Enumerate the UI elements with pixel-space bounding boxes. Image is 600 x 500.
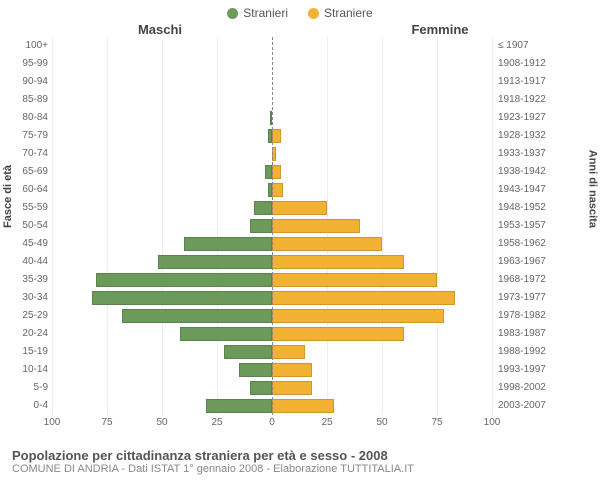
bar-female [272,381,312,395]
age-label: 65-69 [10,163,48,181]
age-label: 100+ [10,37,48,55]
x-tick: 0 [269,417,275,428]
birth-year-label: 1928-1932 [498,127,590,145]
header-female: Femmine [330,22,590,37]
age-label: 75-79 [10,127,48,145]
bar-male [254,201,272,215]
header-male: Maschi [10,22,270,37]
birth-year-label: 1998-2002 [498,379,590,397]
birth-year-label: 1978-1982 [498,307,590,325]
x-axis: 1007550250255075100 [52,415,492,433]
bar-female [272,255,404,269]
caption-title: Popolazione per cittadinanza straniera p… [12,448,588,463]
bar-female [272,291,455,305]
birth-year-label: 1953-1957 [498,217,590,235]
bar-female [272,219,360,233]
caption-subtitle: COMUNE DI ANDRIA - Dati ISTAT 1° gennaio… [12,463,588,475]
legend-swatch-male [227,8,238,19]
x-tick: 50 [156,417,167,428]
bar-male [239,363,272,377]
age-label: 80-84 [10,109,48,127]
bar-male [92,291,272,305]
birth-year-label: 1918-1922 [498,91,590,109]
chart: Fasce di età Anni di nascita Maschi Femm… [10,22,590,442]
age-label: 20-24 [10,325,48,343]
bar-female [272,309,444,323]
bar-male [184,237,272,251]
age-label: 85-89 [10,91,48,109]
birth-year-label: 1993-1997 [498,361,590,379]
bars-zone [52,37,492,415]
birth-year-label: 1973-1977 [498,289,590,307]
age-label: 95-99 [10,55,48,73]
birth-year-label: 1923-1927 [498,109,590,127]
birth-year-label: 1988-1992 [498,343,590,361]
age-label: 35-39 [10,271,48,289]
birth-year-label: 1968-1972 [498,271,590,289]
age-label: 55-59 [10,199,48,217]
birth-year-label: ≤ 1907 [498,37,590,55]
legend-item-female: Straniere [308,6,373,20]
bar-male [180,327,272,341]
birth-year-label: 1963-1967 [498,253,590,271]
plot-area: 100+95-9990-9485-8980-8475-7970-7465-696… [10,37,590,415]
legend-item-male: Stranieri [227,6,288,20]
bar-male [250,219,272,233]
bar-female [272,201,327,215]
x-tick: 100 [484,417,501,428]
bar-female [272,399,334,413]
bar-male [122,309,272,323]
x-tick: 50 [376,417,387,428]
age-label: 90-94 [10,73,48,91]
x-tick: 25 [321,417,332,428]
bar-male [206,399,272,413]
legend-label-female: Straniere [324,6,373,20]
age-label: 30-34 [10,289,48,307]
birth-year-label: 1933-1937 [498,145,590,163]
y-axis-birth: ≤ 19071908-19121913-19171918-19221923-19… [492,37,590,415]
age-label: 40-44 [10,253,48,271]
bar-female [272,165,281,179]
age-label: 5-9 [10,379,48,397]
bar-female [272,363,312,377]
bar-female [272,273,437,287]
birth-year-label: 1938-1942 [498,163,590,181]
age-label: 70-74 [10,145,48,163]
legend-swatch-female [308,8,319,19]
bar-female [272,345,305,359]
bar-male [96,273,272,287]
y-axis-age: 100+95-9990-9485-8980-8475-7970-7465-696… [10,37,52,415]
bar-male [265,165,272,179]
x-tick: 75 [431,417,442,428]
caption: Popolazione per cittadinanza straniera p… [0,442,600,475]
legend: Stranieri Straniere [0,0,600,22]
birth-year-label: 1913-1917 [498,73,590,91]
bar-female [272,237,382,251]
birth-year-label: 1908-1912 [498,55,590,73]
center-line [272,37,273,415]
bar-female [272,183,283,197]
age-label: 50-54 [10,217,48,235]
bar-male [158,255,272,269]
age-label: 45-49 [10,235,48,253]
birth-year-label: 1948-1952 [498,199,590,217]
column-headers: Maschi Femmine [10,22,590,37]
birth-year-label: 2003-2007 [498,397,590,415]
x-tick: 75 [101,417,112,428]
age-label: 15-19 [10,343,48,361]
x-tick: 25 [211,417,222,428]
age-label: 60-64 [10,181,48,199]
bar-male [250,381,272,395]
bar-male [224,345,272,359]
birth-year-label: 1983-1987 [498,325,590,343]
bar-female [272,129,281,143]
x-tick: 100 [44,417,61,428]
age-label: 0-4 [10,397,48,415]
age-label: 10-14 [10,361,48,379]
bar-female [272,327,404,341]
birth-year-label: 1958-1962 [498,235,590,253]
legend-label-male: Stranieri [243,6,288,20]
birth-year-label: 1943-1947 [498,181,590,199]
age-label: 25-29 [10,307,48,325]
